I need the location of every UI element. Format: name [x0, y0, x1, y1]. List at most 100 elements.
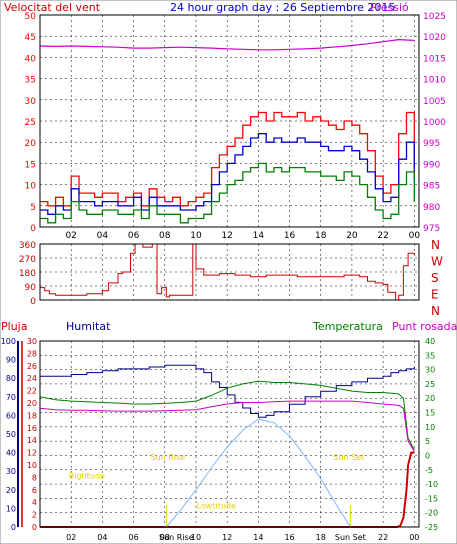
y-tick-label-pressure: 980: [423, 203, 440, 213]
y-tick-label-temperature: -10: [425, 480, 438, 489]
x-tick-label: 12: [221, 231, 232, 241]
y-tick-label-pressure: 1005: [423, 97, 446, 107]
y-tick-label-temperature: 25: [425, 380, 435, 389]
compass-label: N: [431, 304, 440, 318]
y-tick-label-temperature: 0: [425, 451, 430, 460]
y-tick-label-humidity: 50: [6, 430, 16, 439]
y-tick-label-pressure: 990: [423, 160, 440, 170]
y-tick-label-rain: 24: [27, 374, 37, 383]
y-tick-label-wind: 0: [30, 224, 36, 234]
series-line-avg: [40, 133, 415, 215]
annotation-label: Sun Rise: [151, 453, 186, 462]
y-tick-label-rain: 14: [27, 436, 37, 445]
y-tick-label-temperature: 20: [425, 394, 435, 403]
y-tick-label-rain: 16: [27, 424, 37, 433]
rain-axis-title: Pluja: [1, 320, 27, 333]
x-tick-label: 18: [316, 533, 326, 542]
y-tick-label-wind: 45: [25, 33, 36, 43]
y-tick-label-rain: 28: [27, 349, 37, 358]
x-tick-label: Sun Rise: [159, 533, 194, 542]
series-line-pressure: [39, 38, 415, 51]
x-tick-label: 08: [159, 231, 171, 241]
y-tick-label-temperature: 40: [425, 337, 435, 346]
y-tick-label-pressure: 975: [423, 224, 440, 234]
y-tick-label-temperature: -20: [425, 509, 438, 518]
x-tick-label: 22: [378, 533, 388, 542]
y-tick-label-humidity: 90: [6, 356, 16, 365]
y-tick-label-pressure: 1020: [423, 33, 446, 43]
y-tick-label-temperature: -25: [425, 523, 438, 532]
y-tick-label-humidity: 40: [6, 449, 16, 458]
y-tick-label-wind: 15: [25, 160, 36, 170]
x-tick-label: 02: [66, 533, 76, 542]
y-tick-label-rain: 18: [27, 411, 37, 420]
y-tick-label-humidity: 20: [6, 486, 16, 495]
x-tick-label: 00: [409, 231, 421, 241]
x-tick-label: 04: [97, 231, 109, 241]
compass-label: S: [431, 271, 439, 285]
x-tick-label: 06: [128, 231, 140, 241]
y-tick-label-temperature: 10: [425, 423, 435, 432]
y-tick-label-wind: 50: [25, 12, 37, 22]
y-tick-label-rain: 4: [32, 498, 37, 507]
plot-frame: [39, 243, 420, 301]
y-tick-label-wind: 40: [25, 54, 37, 64]
compass-label: E: [431, 288, 439, 302]
humidity-axis-title: Humitat: [66, 320, 111, 333]
x-tick-label: 10: [191, 533, 201, 542]
y-tick-label-rain: 26: [27, 362, 37, 371]
y-tick-label-pressure: 1025: [423, 12, 446, 22]
temperature-axis-title: Temperatura: [312, 320, 383, 333]
y-tick-label-humidity: 70: [6, 393, 16, 402]
y-tick-label-direction: 180: [19, 269, 36, 279]
dewpoint-axis-title: Punt rosada: [392, 320, 457, 333]
x-tick-label: 04: [97, 533, 107, 542]
y-tick-label-temperature: 35: [425, 351, 435, 360]
wind-axis-title: Velocitat del vent: [4, 1, 101, 14]
y-tick-label-humidity: 80: [6, 374, 16, 383]
temperature-humidity-rain-panel: 0102030405060708090100024681012141618202…: [1, 337, 438, 542]
series-line-humidity: [40, 364, 415, 418]
x-tick-label: 00: [409, 533, 419, 542]
compass-label: N: [431, 238, 440, 252]
y-tick-label-temperature: 15: [425, 409, 435, 418]
y-tick-label-wind: 25: [25, 118, 36, 128]
plot-frame: [39, 14, 420, 228]
series-line-dir: [40, 243, 415, 301]
y-tick-label-pressure: 1015: [423, 54, 446, 64]
y-tick-label-pressure: 1010: [423, 76, 446, 86]
y-tick-label-wind: 30: [25, 97, 37, 107]
y-tick-label-rain: 2: [32, 511, 37, 520]
y-tick-label-temperature: -5: [425, 466, 433, 475]
x-tick-label: 16: [284, 533, 294, 542]
series-line-gust: [40, 111, 415, 207]
series-line-temperature: [39, 380, 415, 450]
x-tick-label: Sun Set: [335, 533, 366, 542]
series-line-sun: [165, 418, 351, 528]
x-tick-label: 18: [315, 231, 327, 241]
y-tick-label-rain: 8: [32, 473, 37, 482]
y-tick-label-wind: 20: [25, 139, 37, 149]
y-tick-label-wind: 35: [25, 76, 36, 86]
series-line-dewpoint: [39, 400, 415, 452]
x-tick-label: 02: [65, 231, 76, 241]
y-tick-label-humidity: 10: [6, 504, 16, 513]
y-tick-label-rain: 6: [32, 486, 37, 495]
annotation-label: Bigtitude: [69, 472, 105, 481]
y-tick-label-direction: 360: [19, 241, 36, 251]
x-tick-label: 14: [253, 533, 263, 542]
y-tick-label-rain: 0: [32, 523, 37, 532]
y-tick-label-humidity: 30: [6, 467, 16, 476]
pressure-axis-title: Pressió: [370, 1, 409, 14]
wind-pressure-panel: 0510152025303540455097598098599099510001…: [25, 12, 447, 241]
x-tick-label: 22: [377, 231, 388, 241]
y-tick-label-pressure: 985: [423, 182, 440, 192]
y-tick-label-rain: 22: [27, 387, 37, 396]
y-tick-label-temperature: 30: [425, 366, 435, 375]
y-tick-label-direction: 0: [30, 297, 36, 307]
y-tick-label-pressure: 1000: [423, 118, 446, 128]
y-tick-label-wind: 10: [25, 182, 37, 192]
y-tick-label-rain: 10: [27, 461, 37, 470]
